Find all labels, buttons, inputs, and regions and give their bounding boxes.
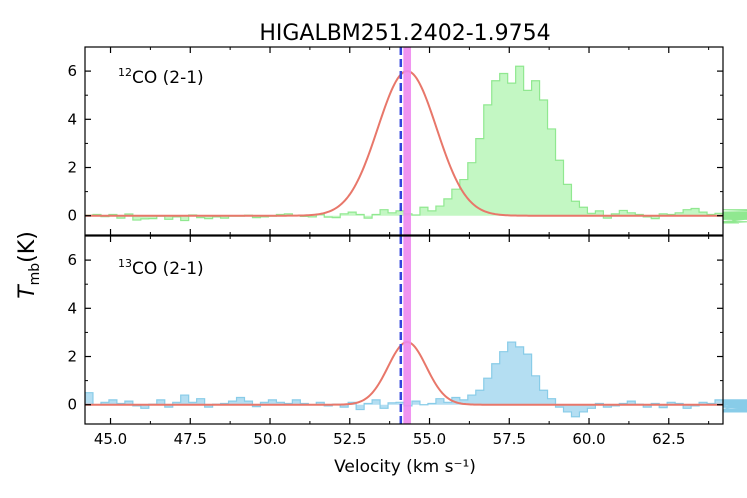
panel-13co: 13CO (2-1)	[85, 257, 747, 418]
velocity-markers	[399, 47, 412, 424]
xtick-label: 57.5	[493, 430, 526, 448]
velocity-band-13co	[403, 236, 412, 424]
spectrum-fill-12co	[85, 66, 747, 223]
ytick-label-13co: 4	[67, 299, 77, 317]
panel-13co-label: 13CO (2-1)	[118, 257, 204, 279]
spectrum-step-12co	[85, 65, 747, 224]
ytick-label-13co: 0	[67, 396, 77, 414]
xtick-label: 47.5	[174, 430, 207, 448]
panel-12co-label-text: CO (2-1)	[132, 68, 204, 88]
ytick-label-12co: 4	[67, 110, 77, 128]
xtick-label: 55.0	[413, 430, 446, 448]
xtick-label: 62.5	[652, 430, 685, 448]
xtick-label: 52.5	[333, 430, 366, 448]
y-axis-label-main: T	[15, 284, 40, 299]
axes-frame-12co	[84, 46, 724, 236]
panel-13co-label-text: CO (2-1)	[132, 259, 204, 279]
ytick-label-13co: 2	[67, 348, 77, 366]
ytick-label-12co: 0	[67, 207, 77, 225]
xtick-label: 50.0	[253, 430, 286, 448]
xtick-label: 45.0	[94, 430, 127, 448]
ytick-label-13co: 6	[67, 251, 77, 269]
tick-marks: 0 2 4 6 0 2 4 6 45.0 47.5 50.0 52.5 55.0 57.5 60.0 62.5	[67, 47, 723, 448]
panel-12co-label: 12CO (2-1)	[118, 66, 204, 88]
velocity-band-12co	[403, 47, 412, 235]
panel-12co-spectrum	[85, 65, 747, 224]
spectrum-fill-13co	[85, 342, 747, 417]
chart-title: HIGALBM251.2402-1.9754	[259, 21, 550, 46]
xtick-label: 60.0	[572, 430, 605, 448]
y-axis-label-sub: mb	[27, 263, 43, 286]
ytick-label-12co: 2	[67, 159, 77, 177]
x-axis-label: Velocity (km s⁻¹)	[334, 457, 476, 477]
y-axis-label: Tmb(K)	[15, 231, 43, 299]
axes-frames	[84, 46, 724, 425]
axes-frame-13co	[84, 235, 724, 425]
panel-13co-label-sup: 13	[118, 257, 132, 270]
panel-12co: 12CO (2-1)	[85, 65, 747, 224]
panel-12co-label-sup: 12	[118, 66, 132, 79]
y-axis-label-unit: (K)	[15, 231, 40, 263]
ytick-label-12co: 6	[67, 62, 77, 80]
